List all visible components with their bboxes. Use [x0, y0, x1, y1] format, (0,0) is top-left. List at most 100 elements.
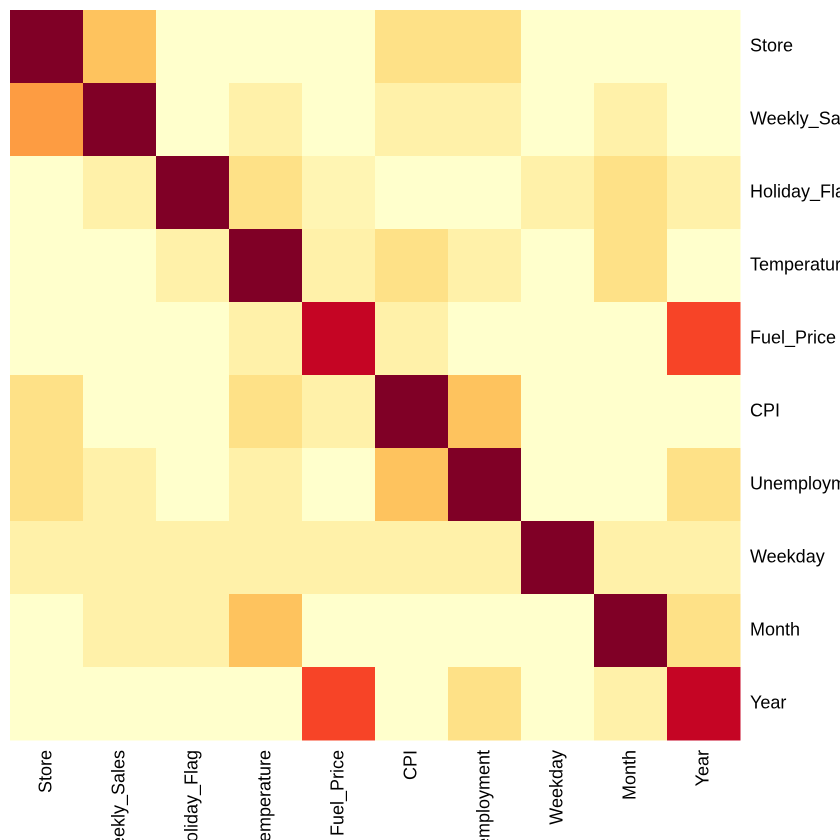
row-label: CPI	[750, 400, 780, 420]
heatmap-cell	[83, 229, 157, 303]
heatmap-cell	[156, 156, 230, 230]
heatmap-cell	[375, 521, 449, 595]
row-label: Holiday_Flag	[750, 181, 840, 202]
heatmap-cell	[521, 521, 595, 595]
heatmap-cell	[667, 10, 741, 84]
heatmap-cell	[302, 521, 376, 595]
heatmap-cell	[302, 667, 376, 741]
heatmap-cell	[10, 229, 84, 303]
heatmap-cell	[667, 521, 741, 595]
heatmap-cell	[448, 594, 522, 668]
heatmap-cell	[594, 156, 668, 230]
column-label: CPI	[400, 750, 420, 780]
heatmap-cell	[10, 302, 84, 376]
heatmap-cell	[83, 448, 157, 522]
row-labels: Store Weekly_Sales Holiday_Flag Temperature…	[750, 35, 840, 712]
row-label: Month	[750, 619, 800, 639]
heatmap-cell	[594, 302, 668, 376]
heatmap-cell	[229, 448, 303, 522]
heatmap-cell	[10, 521, 84, 595]
heatmap-cell	[594, 594, 668, 668]
heatmap-cell	[594, 521, 668, 595]
heatmap-cell	[594, 667, 668, 741]
heatmap-cell	[375, 448, 449, 522]
heatmap-cell	[448, 667, 522, 741]
heatmap-cell	[375, 229, 449, 303]
heatmap-cell	[83, 521, 157, 595]
row-label: Unemployment	[750, 473, 840, 493]
heatmap-cell	[10, 10, 84, 84]
column-label: Weekly_Sales	[108, 750, 129, 840]
heatmap-cell	[448, 448, 522, 522]
column-label: Weekday	[546, 750, 566, 825]
heatmap-cell	[448, 10, 522, 84]
column-label: Store	[35, 750, 55, 793]
heatmap-cell	[448, 375, 522, 449]
heatmap-cell	[156, 229, 230, 303]
heatmap-cell	[521, 667, 595, 741]
heatmap-cell	[83, 83, 157, 157]
row-label: Year	[750, 692, 786, 712]
heatmap-cell	[594, 83, 668, 157]
column-label: Temperature	[254, 750, 274, 840]
heatmap-cell	[448, 83, 522, 157]
row-label: Weekday	[750, 546, 825, 566]
row-label: Fuel_Price	[750, 327, 836, 348]
heatmap-cell	[10, 667, 84, 741]
heatmap-cell	[594, 375, 668, 449]
heatmap-cell	[521, 10, 595, 84]
heatmap-cell	[521, 594, 595, 668]
heatmap-cell	[667, 594, 741, 668]
heatmap-cell	[229, 667, 303, 741]
heatmap-cell	[375, 156, 449, 230]
column-label: Fuel_Price	[327, 750, 348, 836]
heatmap-cell	[667, 83, 741, 157]
heatmap-cell	[302, 83, 376, 157]
row-label: Weekly_Sales	[750, 108, 840, 129]
row-label: Store	[750, 35, 793, 55]
heatmap-cell	[302, 594, 376, 668]
heatmap-cell	[156, 83, 230, 157]
heatmap-cell	[83, 594, 157, 668]
heatmap-cell	[448, 156, 522, 230]
heatmap-cell	[375, 10, 449, 84]
heatmap-cell	[594, 448, 668, 522]
heatmap-cell	[521, 302, 595, 376]
heatmap-cell	[375, 375, 449, 449]
heatmap-cell	[156, 448, 230, 522]
heatmap-cell	[229, 156, 303, 230]
heatmap-cell	[667, 229, 741, 303]
heatmap-cell	[10, 594, 84, 668]
heatmap-cell	[302, 448, 376, 522]
heatmap-cell	[302, 375, 376, 449]
heatmap-cell	[229, 10, 303, 84]
heatmap-cell	[667, 667, 741, 741]
heatmap-cell	[229, 229, 303, 303]
heatmap-cell	[375, 83, 449, 157]
heatmap-cell	[156, 302, 230, 376]
heatmap-cell	[83, 375, 157, 449]
row-label: Temperature	[750, 254, 840, 274]
heatmap-cell	[83, 10, 157, 84]
heatmap-cell	[156, 594, 230, 668]
heatmap-cell	[156, 375, 230, 449]
heatmap-cell	[229, 83, 303, 157]
heatmap-cell	[302, 156, 376, 230]
heatmap-cell	[156, 667, 230, 741]
heatmap-cell	[375, 302, 449, 376]
heatmap-cell	[10, 156, 84, 230]
heatmap-cell	[667, 448, 741, 522]
heatmap-cell	[521, 375, 595, 449]
heatmap-cells	[10, 10, 741, 741]
heatmap-cell	[521, 156, 595, 230]
heatmap-cell	[229, 521, 303, 595]
heatmap-cell	[667, 375, 741, 449]
heatmap-cell	[229, 302, 303, 376]
heatmap-cell	[448, 302, 522, 376]
heatmap-cell	[667, 302, 741, 376]
heatmap-cell	[521, 448, 595, 522]
heatmap-cell	[302, 10, 376, 84]
column-label: Unemployment	[473, 750, 493, 840]
heatmap-cell	[229, 594, 303, 668]
